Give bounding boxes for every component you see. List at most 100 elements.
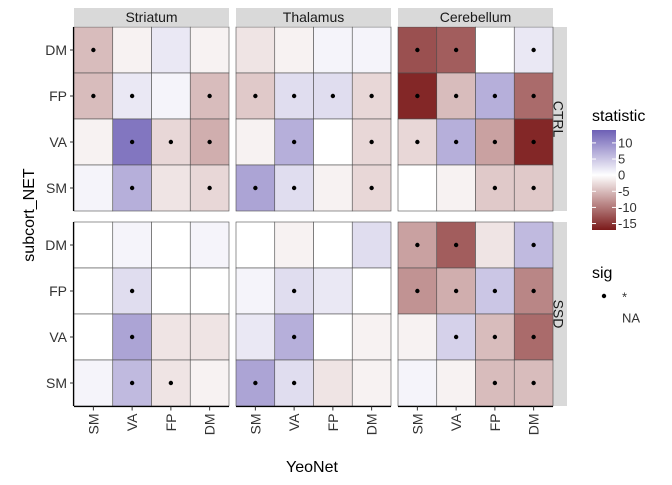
heatmap-cell: [235, 118, 276, 166]
heatmap-cell: [189, 313, 230, 361]
sig-marker: [253, 93, 258, 99]
x-tick-label: SM: [85, 414, 101, 435]
sig-marker: [415, 242, 420, 248]
sig-marker: [492, 380, 498, 386]
heatmap-cell: [313, 267, 353, 315]
sig-legend-label: NA: [622, 311, 640, 326]
sig-marker: [253, 185, 258, 191]
sig-marker: [531, 380, 536, 386]
heatmap-cell: [112, 221, 152, 269]
sig-marker: [531, 185, 536, 191]
legend-tick-label: 0: [618, 168, 625, 183]
heatmap-cell: [351, 313, 392, 361]
sig-marker: [91, 93, 96, 99]
sig-marker: [207, 185, 212, 191]
sig-marker: [531, 288, 536, 294]
sig-marker: [492, 288, 498, 294]
facet-label-col: Cerebellum: [440, 9, 512, 25]
heatmap-cell: [313, 164, 353, 212]
legend-tick-label: 5: [618, 152, 625, 167]
legend-title-sig: sig: [592, 265, 612, 282]
y-tick-label: DM: [45, 237, 67, 253]
facet-strip-col: [398, 8, 553, 26]
sig-marker: [207, 93, 212, 99]
heatmap-cell: [73, 164, 114, 212]
heatmap-cell: [189, 26, 230, 74]
heatmap-cell: [112, 26, 152, 74]
sig-marker: [492, 139, 498, 145]
sig-marker: [531, 139, 536, 145]
facet-strip-col: [74, 8, 229, 26]
heatmap-cell: [73, 221, 114, 269]
sig-marker: [129, 334, 135, 340]
x-tick-label: DM: [526, 414, 542, 436]
sig-marker: [453, 47, 459, 53]
facet-strip-row: [550, 222, 567, 406]
sig-marker: [415, 47, 420, 53]
x-tick-label: FP: [163, 414, 179, 432]
heatmap-cell: [189, 221, 230, 269]
heatmap-cell: [151, 26, 191, 74]
y-tick-label: SM: [46, 180, 67, 196]
sig-legend-label: *: [622, 290, 627, 305]
y-tick-label: SM: [46, 375, 67, 391]
sig-marker: [291, 288, 297, 294]
heatmap-cell: [151, 164, 191, 212]
sig-marker: [453, 242, 459, 248]
facet-label-col: Thalamus: [283, 9, 344, 25]
heatmap-cell: [151, 313, 191, 361]
x-tick-label: FP: [487, 414, 503, 432]
sig-marker: [453, 334, 459, 340]
heatmap-cell: [475, 359, 515, 407]
heatmap-cell: [73, 267, 114, 315]
sig-marker: [415, 139, 420, 145]
sig-marker: [415, 93, 420, 99]
sig-marker: [453, 93, 459, 99]
heatmap-cell: [351, 26, 392, 74]
sig-marker: [531, 242, 536, 248]
heatmap-cell: [73, 118, 114, 166]
sig-marker: [129, 185, 135, 191]
sig-marker: [492, 334, 498, 340]
legend-tick-label: -15: [618, 216, 637, 231]
heatmap-cell: [313, 221, 353, 269]
sig-marker: [291, 185, 297, 191]
legend-title-statistic: statistic: [592, 108, 645, 125]
heatmap-cell: [151, 267, 191, 315]
sig-marker: [492, 93, 498, 99]
heatmap-cell: [274, 221, 314, 269]
sig-marker: [369, 139, 374, 145]
heatmap-cell: [235, 313, 276, 361]
sig-marker: [207, 139, 212, 145]
sig-marker: [168, 139, 174, 145]
x-axis-title: YeoNet: [286, 459, 338, 476]
heatmap-cell: [151, 72, 191, 120]
facet-strip-row: [550, 27, 567, 211]
x-tick-label: DM: [202, 414, 218, 436]
x-tick-label: SM: [247, 414, 263, 435]
heatmap-cell: [351, 267, 392, 315]
heatmap-cell: [189, 267, 230, 315]
heatmap-cell: [397, 359, 438, 407]
y-tick-label: VA: [49, 329, 67, 345]
heatmap-cell: [313, 359, 353, 407]
legend-tick-label: -5: [618, 184, 630, 199]
sig-marker: [291, 380, 297, 386]
x-tick-label: FP: [325, 414, 341, 432]
facet-strip-col: [236, 8, 391, 26]
legend-tick-label: -10: [618, 200, 637, 215]
facet-label-row: SSD: [551, 300, 567, 329]
sig-marker: [253, 380, 258, 386]
heatmap-cell: [189, 359, 230, 407]
sig-marker: [369, 93, 374, 99]
facet-label-row: CTRL: [551, 101, 567, 138]
y-tick-label: VA: [49, 134, 67, 150]
heatmap-cell: [475, 26, 515, 74]
sig-marker: [531, 47, 536, 53]
x-tick-label: SM: [409, 414, 425, 435]
y-tick-label: FP: [49, 88, 67, 104]
heatmap-cell: [235, 267, 276, 315]
heatmap-cell: [151, 221, 191, 269]
heatmap-cell: [397, 313, 438, 361]
heatmap-cell: [235, 221, 276, 269]
